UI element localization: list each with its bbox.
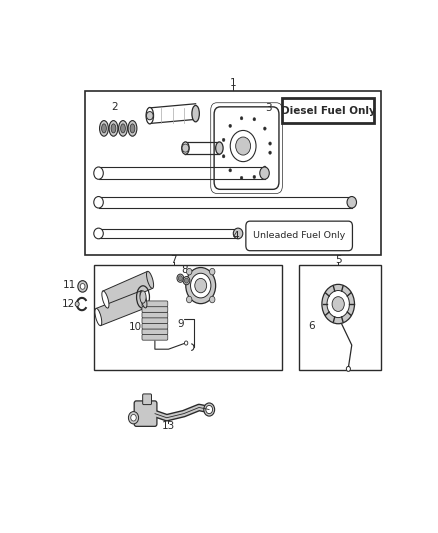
Circle shape [222, 155, 225, 158]
Text: 2: 2 [111, 102, 117, 112]
Text: 9: 9 [178, 319, 184, 329]
Text: 7: 7 [170, 255, 177, 265]
Circle shape [264, 166, 266, 169]
Text: 4: 4 [233, 231, 239, 241]
Circle shape [322, 284, 354, 324]
Circle shape [131, 415, 136, 421]
Circle shape [253, 175, 256, 179]
Text: Diesel Fuel Only: Diesel Fuel Only [281, 106, 375, 116]
Circle shape [146, 111, 153, 120]
Circle shape [182, 144, 189, 152]
Circle shape [206, 406, 212, 414]
FancyBboxPatch shape [142, 318, 168, 324]
Circle shape [264, 127, 266, 130]
Ellipse shape [215, 142, 223, 154]
Ellipse shape [140, 291, 146, 303]
Ellipse shape [94, 167, 103, 179]
Ellipse shape [191, 273, 211, 298]
Circle shape [253, 118, 256, 121]
Text: Unleaded Fuel Only: Unleaded Fuel Only [253, 231, 345, 240]
FancyBboxPatch shape [246, 221, 353, 251]
Circle shape [346, 366, 350, 372]
FancyBboxPatch shape [142, 301, 168, 307]
Ellipse shape [146, 108, 154, 124]
Circle shape [184, 341, 188, 345]
Ellipse shape [119, 120, 127, 136]
Circle shape [240, 176, 243, 180]
Text: 3: 3 [265, 103, 271, 113]
Polygon shape [103, 271, 152, 308]
Circle shape [269, 142, 272, 145]
Circle shape [230, 131, 256, 161]
Text: 10: 10 [129, 321, 142, 332]
Circle shape [183, 277, 190, 285]
FancyBboxPatch shape [94, 265, 282, 370]
Text: 12: 12 [62, 299, 75, 309]
Circle shape [240, 117, 243, 120]
Ellipse shape [102, 291, 109, 308]
Ellipse shape [130, 124, 135, 133]
FancyBboxPatch shape [142, 334, 168, 340]
Ellipse shape [147, 271, 154, 288]
FancyBboxPatch shape [282, 98, 374, 124]
Ellipse shape [94, 197, 103, 208]
Polygon shape [96, 290, 146, 326]
Ellipse shape [94, 228, 103, 239]
Circle shape [229, 124, 232, 127]
Ellipse shape [260, 167, 269, 179]
Circle shape [128, 411, 138, 424]
Ellipse shape [233, 228, 243, 239]
Ellipse shape [195, 278, 207, 293]
Circle shape [229, 168, 232, 172]
Text: 11: 11 [63, 280, 77, 290]
Circle shape [187, 269, 192, 275]
Ellipse shape [182, 142, 189, 154]
Circle shape [209, 269, 215, 275]
FancyBboxPatch shape [85, 91, 381, 255]
Ellipse shape [186, 268, 215, 304]
Text: 8: 8 [181, 265, 188, 276]
Text: 13: 13 [162, 421, 175, 431]
Circle shape [78, 281, 87, 292]
Text: 6: 6 [308, 321, 315, 331]
FancyBboxPatch shape [142, 306, 168, 312]
Ellipse shape [95, 309, 102, 326]
FancyBboxPatch shape [299, 265, 381, 370]
Circle shape [178, 276, 182, 281]
Circle shape [204, 403, 215, 416]
Text: 1: 1 [230, 78, 236, 88]
Ellipse shape [140, 290, 147, 308]
Circle shape [269, 151, 272, 154]
Circle shape [327, 290, 350, 318]
Circle shape [80, 284, 85, 289]
FancyBboxPatch shape [142, 312, 168, 318]
Ellipse shape [102, 124, 106, 133]
Text: 5: 5 [335, 255, 342, 265]
Ellipse shape [192, 106, 199, 122]
Ellipse shape [109, 120, 118, 136]
Ellipse shape [128, 120, 137, 136]
FancyBboxPatch shape [134, 401, 157, 426]
Circle shape [184, 278, 188, 283]
Ellipse shape [99, 120, 108, 136]
FancyBboxPatch shape [143, 394, 152, 405]
Ellipse shape [111, 124, 116, 133]
Circle shape [209, 296, 215, 303]
Ellipse shape [347, 197, 357, 208]
Circle shape [177, 274, 184, 282]
Circle shape [75, 302, 79, 306]
FancyBboxPatch shape [142, 323, 168, 329]
Circle shape [236, 137, 251, 155]
Circle shape [222, 138, 225, 142]
Circle shape [187, 296, 192, 303]
FancyBboxPatch shape [142, 329, 168, 335]
Circle shape [332, 297, 344, 311]
Ellipse shape [120, 124, 125, 133]
